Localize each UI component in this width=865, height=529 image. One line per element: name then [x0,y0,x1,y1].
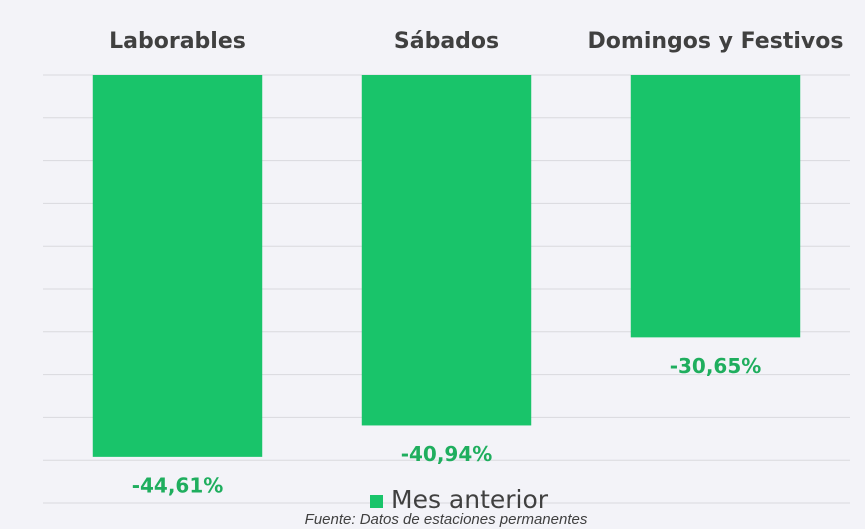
category-label: Domingos y Festivos [588,29,844,54]
legend-label: Mes anterior [391,485,549,514]
bar [92,75,263,457]
value-label: -30,65% [670,354,762,378]
category-label: Laborables [109,29,246,54]
value-label: -40,94% [401,442,493,466]
source-note: Fuente: Datos de estaciones permanentes [305,511,588,528]
legend-swatch [370,495,383,508]
value-label: -44,61% [132,473,224,497]
category-label: Sábados [394,29,499,54]
bar [630,75,801,338]
bar [361,75,532,426]
